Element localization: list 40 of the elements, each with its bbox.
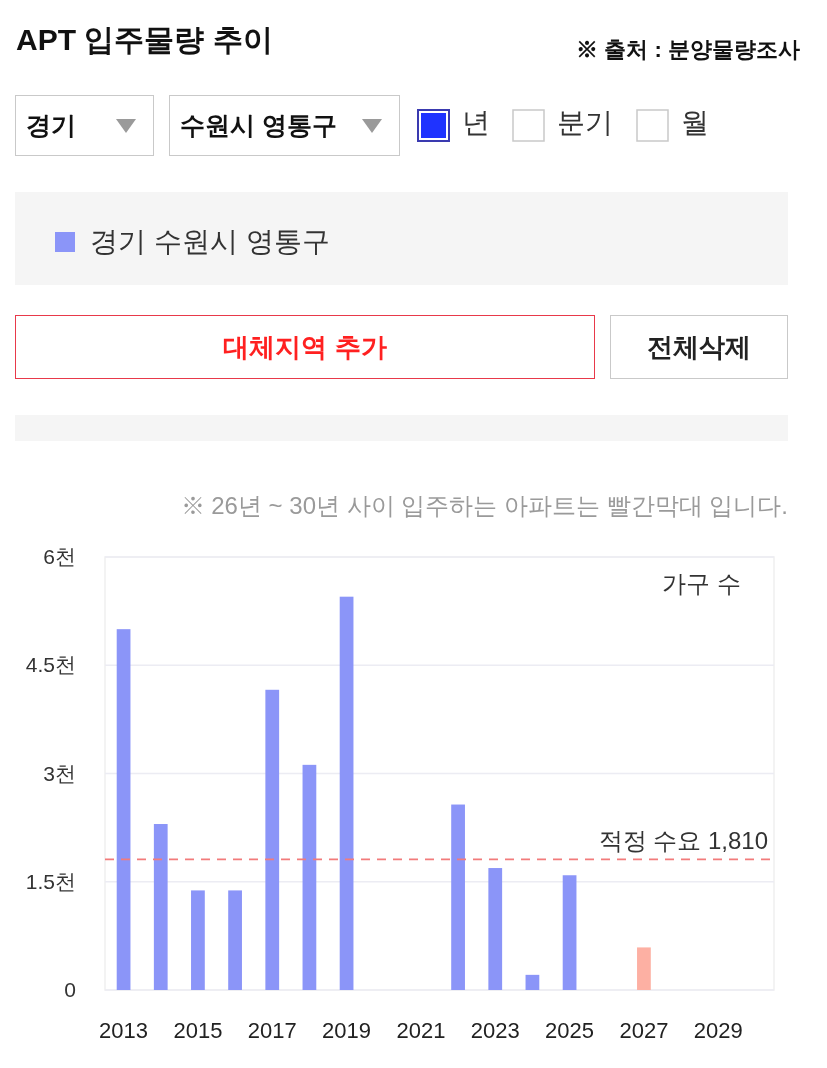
bar <box>153 824 168 990</box>
x-tick-label: 2029 <box>693 1018 743 1043</box>
ref-line-label: 적정 수요 1,810 <box>598 827 768 855</box>
x-tick-label: 2021 <box>396 1018 446 1043</box>
legend: 경기 수원시 영통구 <box>55 224 330 260</box>
button: 대체지역 추가 <box>15 315 595 379</box>
text: ※ 출처 : 분양물량조사 <box>576 36 800 64</box>
bar <box>339 596 354 990</box>
x-tick-label: 2013 <box>99 1018 149 1043</box>
bar <box>228 890 242 990</box>
bar <box>265 689 280 990</box>
bar <box>451 804 465 990</box>
y-tick-label: 1.5천 <box>25 869 76 893</box>
text: 분기 <box>557 106 613 140</box>
legend-label: 경기 수원시 영통구 <box>90 225 330 259</box>
y-tick-label: 0 <box>64 978 76 1001</box>
bar <box>525 974 540 990</box>
bar <box>116 629 131 990</box>
y-tick-label: 6천 <box>43 545 76 568</box>
x-tick-label: 2023 <box>470 1018 520 1043</box>
x-tick-label: 2017 <box>247 1018 297 1043</box>
x-tick-label: 2025 <box>545 1018 595 1043</box>
chart-title: APT 입주물량 추이 <box>16 22 273 58</box>
text: 월 <box>681 106 709 140</box>
y-axis-title: 가구 수 <box>662 570 741 597</box>
bar <box>302 764 317 990</box>
bar <box>191 890 205 990</box>
chart-subtitle: ※ 26년 ~ 30년 사이 입주하는 아파트는 빨간막대 입니다. <box>180 492 788 519</box>
y-tick-label: 3천 <box>43 761 76 785</box>
y-tick-label: 4.5천 <box>25 653 76 677</box>
text: 년 <box>462 106 490 140</box>
x-tick-label: 2019 <box>322 1018 372 1043</box>
button: 전체삭제 <box>610 315 788 379</box>
dropdown: 경기 <box>15 95 154 156</box>
bar <box>637 947 651 990</box>
bar <box>562 875 577 990</box>
dropdown: 수원시 영통구 <box>169 95 400 156</box>
bar <box>488 868 503 990</box>
x-tick-label: 2015 <box>173 1018 223 1043</box>
x-tick-label: 2027 <box>619 1018 669 1043</box>
